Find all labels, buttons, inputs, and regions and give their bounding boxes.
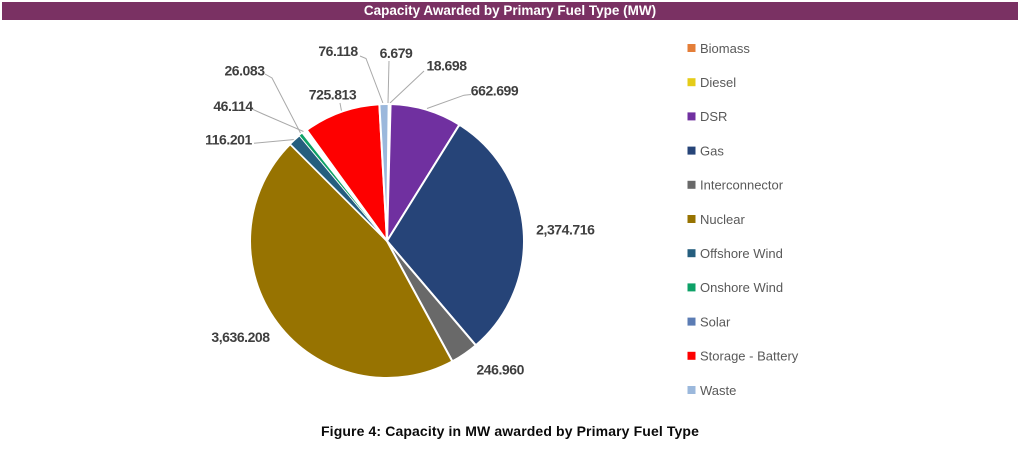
svg-text:Biomass: Biomass — [700, 41, 750, 56]
svg-text:46.114: 46.114 — [213, 98, 253, 114]
svg-text:725.813: 725.813 — [309, 87, 357, 103]
svg-text:Diesel: Diesel — [700, 75, 736, 90]
svg-text:Solar: Solar — [700, 314, 731, 329]
svg-text:2,374.716: 2,374.716 — [536, 221, 595, 237]
svg-text:26.083: 26.083 — [224, 63, 265, 79]
svg-text:116.201: 116.201 — [205, 132, 252, 148]
svg-text:Nuclear: Nuclear — [700, 212, 745, 227]
svg-text:Offshore Wind: Offshore Wind — [700, 246, 783, 261]
svg-text:18.698: 18.698 — [426, 58, 467, 74]
svg-text:Gas: Gas — [700, 143, 724, 158]
svg-text:Onshore Wind: Onshore Wind — [700, 280, 783, 295]
svg-text:DSR: DSR — [700, 109, 727, 124]
svg-text:246.960: 246.960 — [476, 362, 524, 378]
svg-text:6.679: 6.679 — [380, 45, 413, 61]
svg-text:Storage - Battery: Storage - Battery — [700, 349, 799, 364]
svg-text:662.699: 662.699 — [471, 83, 519, 99]
svg-text:Waste: Waste — [700, 383, 736, 398]
svg-text:Interconnector: Interconnector — [700, 178, 784, 193]
svg-text:3,636.208: 3,636.208 — [211, 329, 270, 345]
svg-text:76.118: 76.118 — [318, 43, 358, 59]
